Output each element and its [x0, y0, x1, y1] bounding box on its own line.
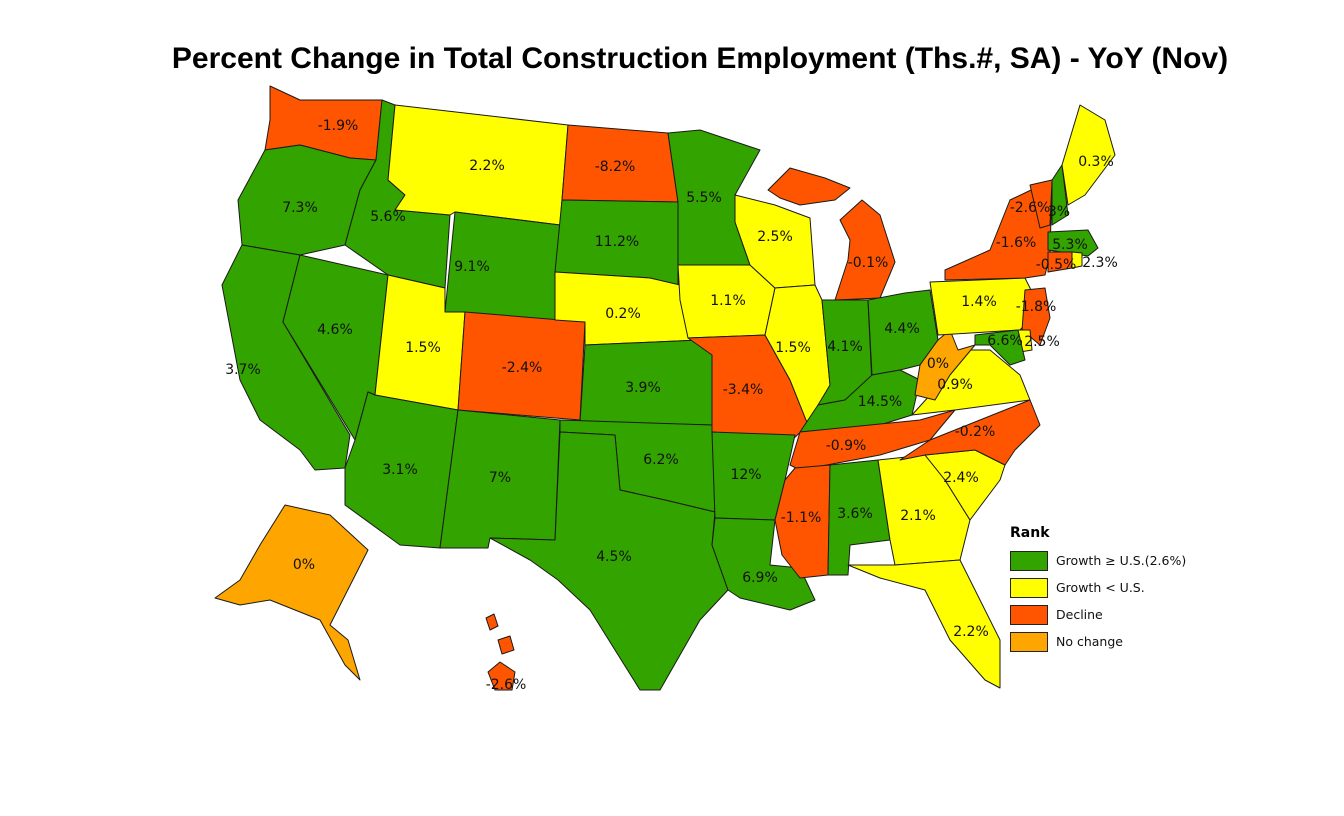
value-label-NH: 3%: [1048, 204, 1070, 220]
legend-item-decline: Decline: [1010, 601, 1186, 628]
legend-title: Rank: [1010, 525, 1050, 541]
value-label-KY: 14.5%: [858, 394, 902, 410]
value-label-MD: 6.6%: [987, 333, 1023, 349]
value-label-ID: 5.6%: [370, 209, 406, 225]
state-MD: [974, 329, 1026, 366]
legend-item-growth-below: Growth < U.S.: [1010, 574, 1186, 601]
value-label-OR: 7.3%: [282, 200, 318, 216]
value-label-NM: 7%: [489, 470, 511, 486]
value-label-MI: -0.1%: [848, 255, 889, 271]
legend: Rank Growth ≥ U.S.(2.6%) Growth < U.S. D…: [1010, 525, 1186, 655]
value-label-NY: -1.6%: [996, 235, 1037, 251]
state-VT: [1029, 179, 1053, 229]
legend-label-growth-above: Growth ≥ U.S.(2.6%): [1056, 553, 1187, 568]
value-label-WI: 2.5%: [757, 229, 793, 245]
state-MA: [1047, 229, 1099, 257]
state-TX: [489, 431, 729, 691]
value-label-KS: 3.9%: [625, 380, 661, 396]
value-label-UT: 1.5%: [405, 340, 441, 356]
value-label-TN: -0.9%: [826, 438, 867, 454]
value-label-IL: 1.5%: [775, 340, 811, 356]
value-label-NJ: -1.8%: [1016, 299, 1057, 315]
value-label-NE: 0.2%: [605, 306, 641, 322]
value-label-CA: 3.7%: [225, 362, 261, 378]
legend-swatch-no-change: [1010, 631, 1048, 652]
legend-swatch-decline: [1010, 604, 1048, 625]
value-label-MN: 5.5%: [686, 190, 722, 206]
value-label-ME: 0.3%: [1078, 154, 1114, 170]
state-NC: [899, 399, 1041, 466]
value-label-ND: -8.2%: [595, 159, 636, 175]
value-label-MS: -1.1%: [781, 510, 822, 526]
value-label-CT: -0.5%: [1036, 257, 1077, 273]
state-TN: [789, 409, 956, 471]
value-label-NV: 4.6%: [317, 322, 353, 338]
value-label-CO: -2.4%: [502, 360, 543, 376]
legend-label-decline: Decline: [1056, 607, 1103, 622]
state-HI-small2: [497, 635, 515, 655]
value-label-RI: 2.3%: [1082, 255, 1118, 271]
legend-label-growth-below: Growth < U.S.: [1056, 580, 1145, 595]
value-label-SC: 2.4%: [943, 470, 979, 486]
legend-swatch-growth-above: [1010, 550, 1048, 571]
value-label-WY: 9.1%: [454, 259, 490, 275]
state-MI-UP: [767, 167, 851, 206]
value-label-SD: 11.2%: [595, 234, 639, 250]
state-RI: [1071, 251, 1083, 269]
value-label-NC: -0.2%: [955, 424, 996, 440]
value-label-TX: 4.5%: [596, 549, 632, 565]
value-label-MA: 5.3%: [1052, 237, 1088, 253]
value-label-WV: 0%: [927, 356, 949, 372]
value-label-GA: 2.1%: [900, 508, 936, 524]
value-label-WA: -1.9%: [318, 118, 359, 134]
value-label-FL: 2.2%: [953, 624, 989, 640]
value-label-IN: 4.1%: [827, 339, 863, 355]
value-label-LA: 6.9%: [742, 570, 778, 586]
state-HI-small1: [485, 613, 499, 631]
value-label-HI: -2.6%: [486, 677, 527, 693]
legend-item-no-change: No change: [1010, 628, 1186, 655]
value-label-VT: -2.6%: [1010, 200, 1051, 216]
value-label-OH: 4.4%: [884, 321, 920, 337]
state-LA: [711, 517, 816, 611]
legend-swatch-growth-below: [1010, 577, 1048, 598]
state-HI: [487, 661, 516, 691]
value-label-DE: 2.5%: [1024, 334, 1060, 350]
state-MI: [834, 199, 896, 301]
value-label-AK: 0%: [293, 557, 315, 573]
value-label-PA: 1.4%: [961, 294, 997, 310]
value-label-AR: 12%: [730, 467, 761, 483]
value-label-MT: 2.2%: [469, 158, 505, 174]
state-NH: [1051, 164, 1069, 226]
state-ME: [1061, 104, 1116, 206]
value-label-IA: 1.1%: [710, 293, 746, 309]
value-label-AL: 3.6%: [837, 506, 873, 522]
value-label-VA: 0.9%: [937, 377, 973, 393]
legend-item-growth-above: Growth ≥ U.S.(2.6%): [1010, 547, 1186, 574]
value-label-OK: 6.2%: [643, 452, 679, 468]
value-label-MO: -3.4%: [723, 382, 764, 398]
state-AK: [214, 504, 369, 681]
value-label-AZ: 3.1%: [382, 462, 418, 478]
map-title: Percent Change in Total Construction Emp…: [171, 42, 1229, 75]
legend-label-no-change: No change: [1056, 634, 1123, 649]
state-FL: [847, 559, 1001, 689]
